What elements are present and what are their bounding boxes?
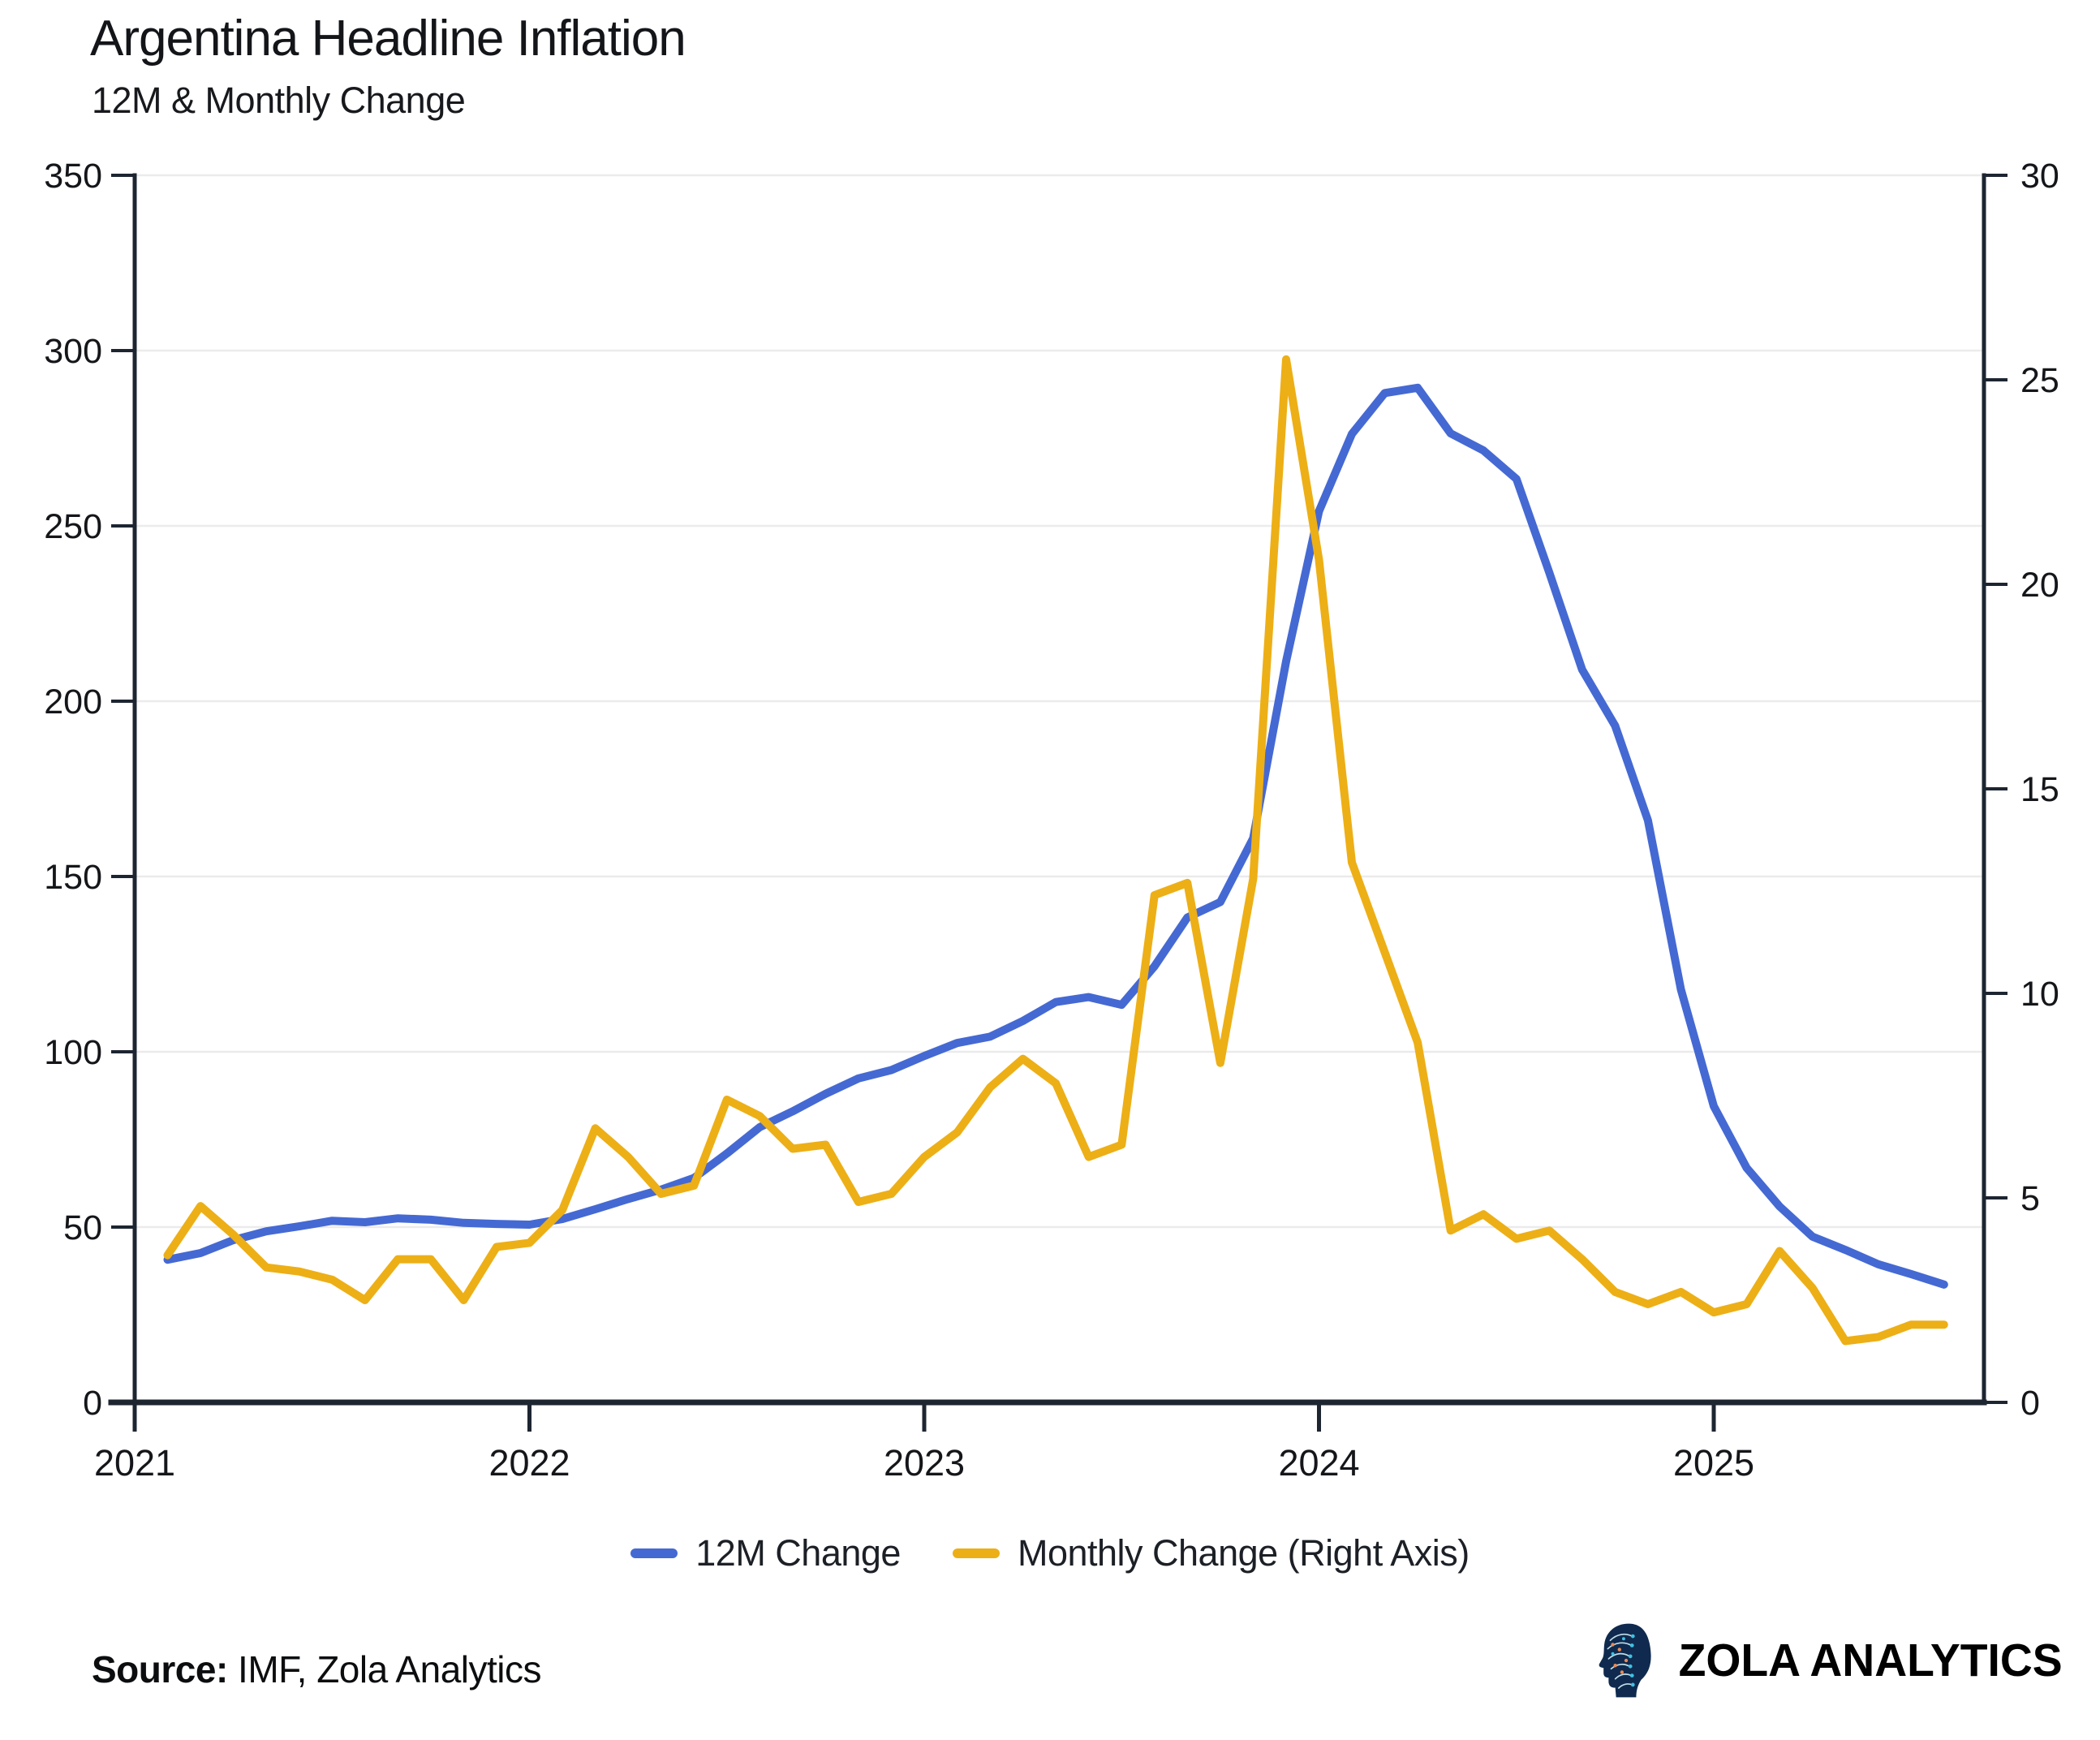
legend-item-monthly-change-right-axis: Monthly Change (Right Axis) <box>952 1532 1470 1574</box>
page-subtitle: 12M & Monthly Change <box>92 80 466 121</box>
source-value: IMF, Zola Analytics <box>238 1648 541 1690</box>
brand-lockup: ZOLA ANALYTICS <box>1599 1622 2063 1699</box>
source-label: Source: <box>92 1648 228 1690</box>
svg-text:200: 200 <box>44 683 102 721</box>
axis-ticks <box>111 174 2007 1432</box>
svg-text:0: 0 <box>2020 1384 2040 1423</box>
svg-text:150: 150 <box>44 858 102 897</box>
series-line-12m-change <box>163 383 1948 1289</box>
brand-name: ZOLA ANALYTICS <box>1678 1634 2063 1686</box>
gridlines <box>135 174 1984 1229</box>
svg-text:2022: 2022 <box>488 1442 570 1484</box>
svg-text:10: 10 <box>2020 975 2059 1014</box>
svg-text:2023: 2023 <box>884 1442 965 1484</box>
svg-text:5: 5 <box>2020 1179 2040 1218</box>
svg-text:2021: 2021 <box>94 1442 175 1484</box>
svg-text:250: 250 <box>44 507 102 546</box>
legend-swatch <box>952 1548 1000 1558</box>
legend-label: Monthly Change (Right Axis) <box>1017 1532 1470 1574</box>
legend-label: 12M Change <box>695 1532 901 1574</box>
svg-text:350: 350 <box>44 157 102 196</box>
svg-text:25: 25 <box>2020 361 2059 400</box>
svg-text:0: 0 <box>83 1384 102 1423</box>
legend-swatch <box>630 1548 678 1558</box>
chart-legend: 12M Change Monthly Change (Right Axis) <box>0 1532 2100 1574</box>
svg-text:50: 50 <box>63 1208 102 1247</box>
series-line-monthly-change-right-axis <box>163 355 1948 1346</box>
svg-text:300: 300 <box>44 332 102 371</box>
page-title: Argentina Headline Inflation <box>90 11 686 67</box>
circuit-head-icon <box>1599 1623 1651 1698</box>
svg-text:2024: 2024 <box>1278 1442 1359 1484</box>
svg-text:20: 20 <box>2020 566 2059 605</box>
source-note: Source: IMF, Zola Analytics <box>92 1647 541 1691</box>
svg-text:15: 15 <box>2020 770 2059 809</box>
svg-text:100: 100 <box>44 1033 102 1072</box>
svg-text:2025: 2025 <box>1673 1442 1754 1484</box>
legend-item-12m-change: 12M Change <box>630 1532 901 1574</box>
svg-text:30: 30 <box>2020 157 2059 196</box>
